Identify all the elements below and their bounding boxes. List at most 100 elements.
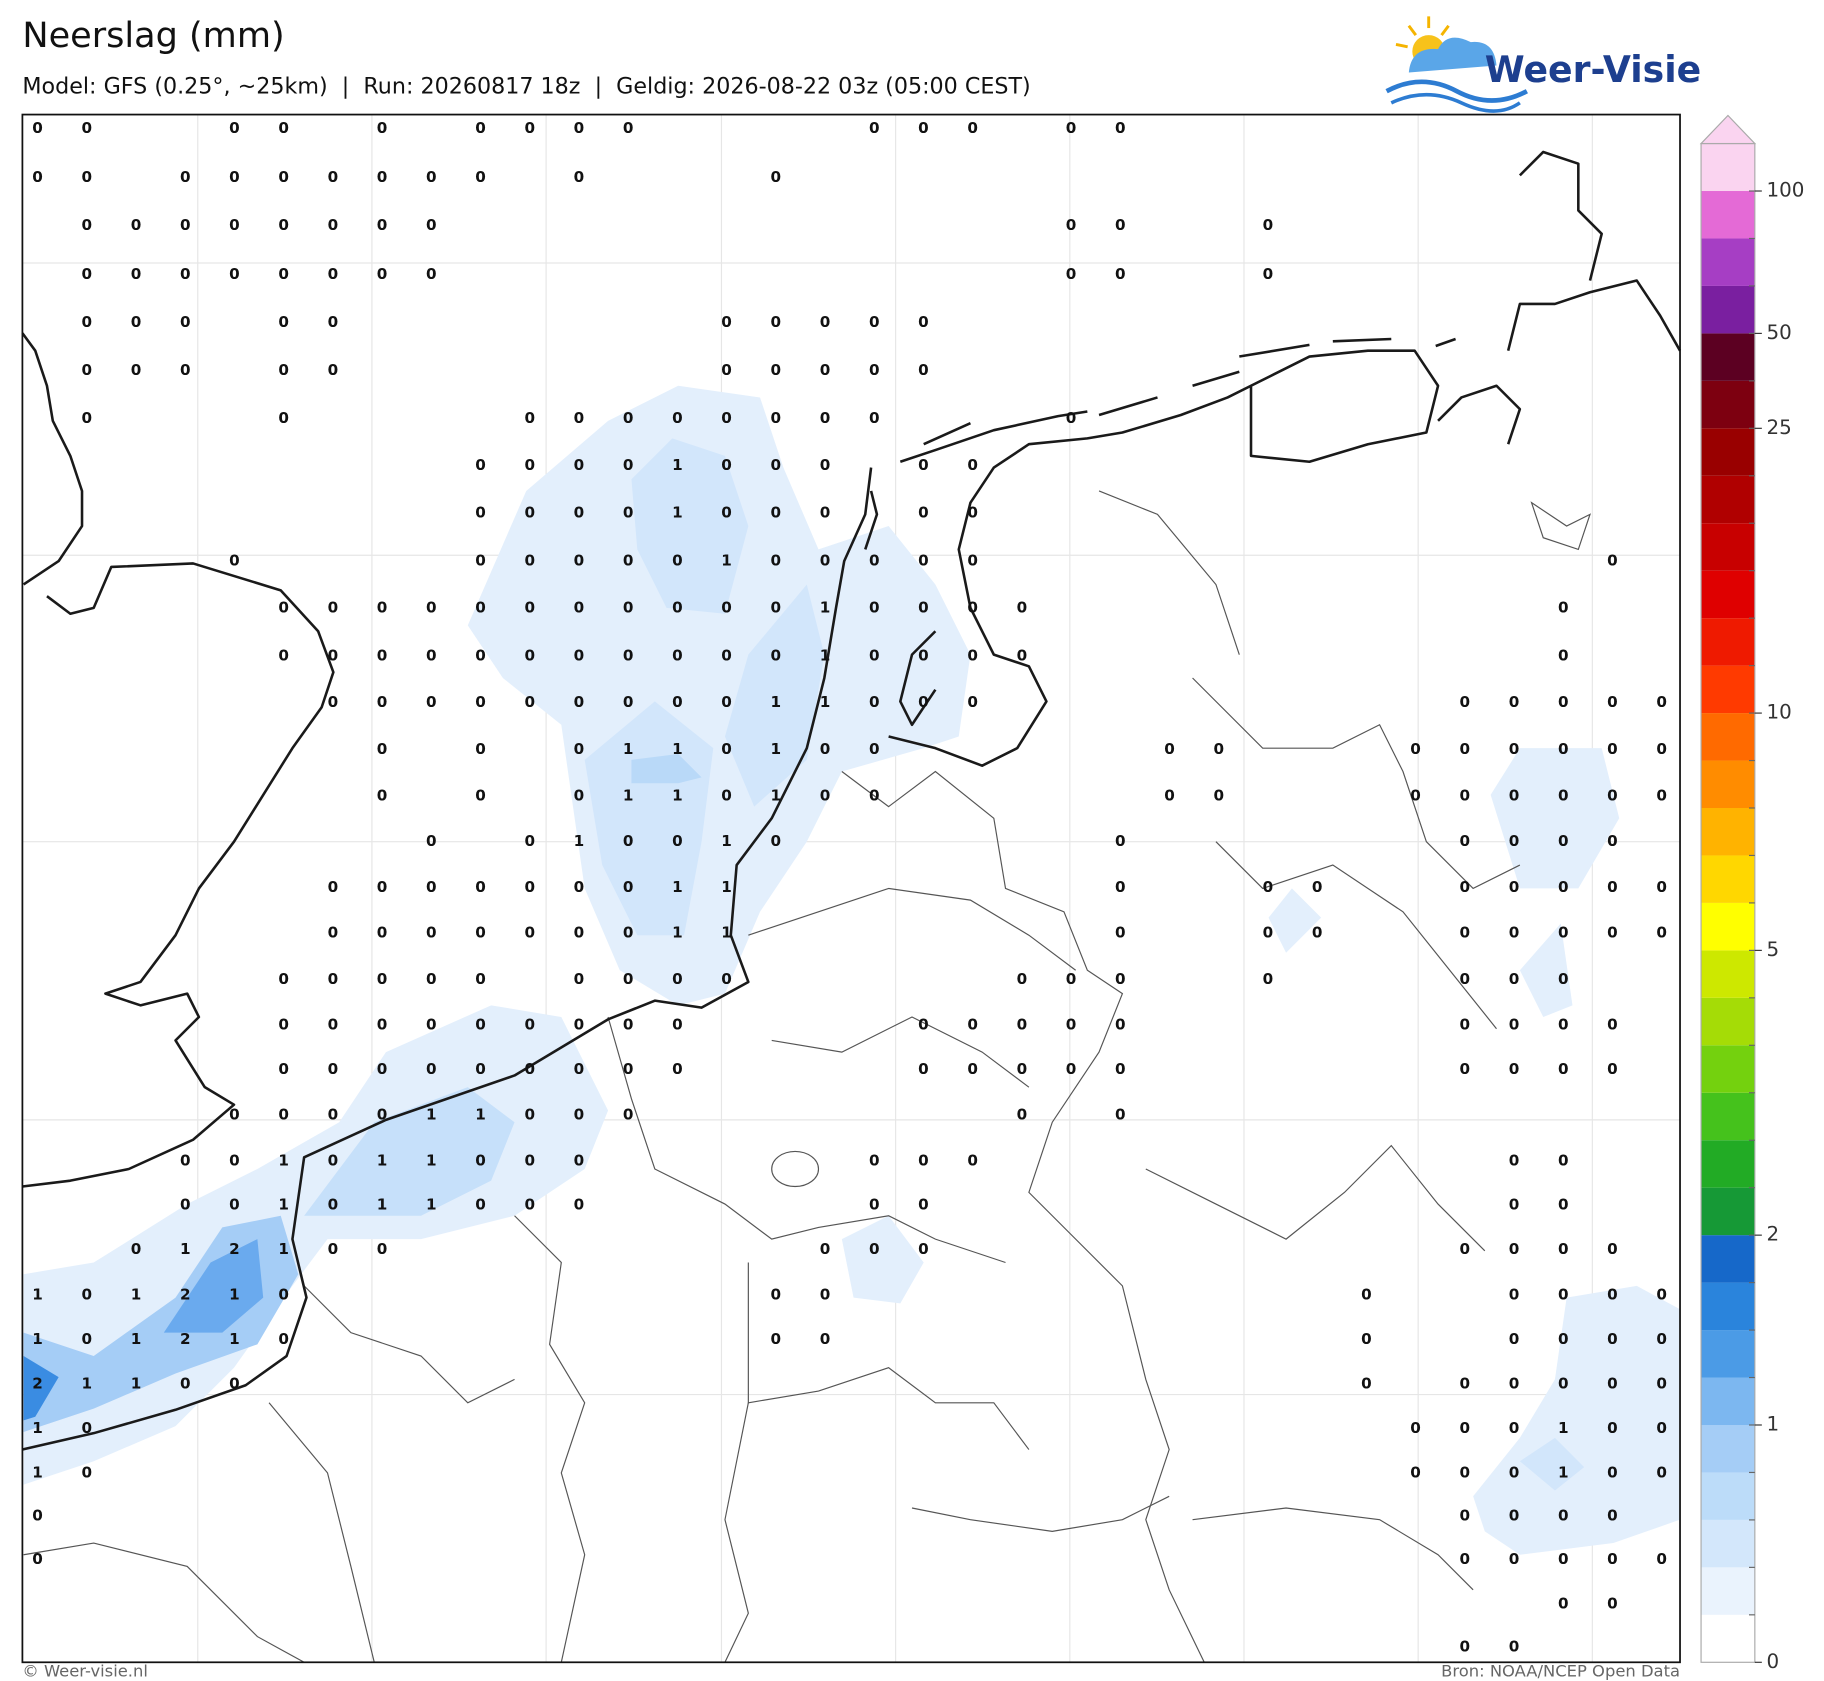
grid-value: 1 [672,878,683,896]
grid-value: 0 [1164,740,1175,758]
grid-value: 0 [1460,1016,1471,1034]
grid-value: 0 [426,923,437,941]
grid-value: 0 [918,1016,929,1034]
colorbar-bin [1701,1235,1755,1283]
grid-value: 0 [32,119,43,137]
grid-value: 0 [1607,1594,1618,1612]
grid-value: 0 [377,1016,388,1034]
grid-value: 0 [32,1550,43,1568]
grid-value: 0 [623,552,634,570]
grid-value: 0 [918,504,929,522]
grid-value: 0 [1115,119,1126,137]
grid-value: 0 [1460,693,1471,711]
grid-value: 0 [1558,1151,1569,1169]
colorbar-bin [1701,1187,1755,1236]
grid-value: 0 [967,504,978,522]
grid-value: 0 [967,1151,978,1169]
grid-value: 0 [131,361,142,379]
grid-value: 0 [1607,1060,1618,1078]
grid-value: 0 [1410,787,1421,805]
grid-value: 0 [475,598,486,616]
grid-value: 0 [1164,787,1175,805]
grid-value: 0 [426,646,437,664]
grid-value: 0 [229,1151,240,1169]
grid-value: 0 [1312,878,1323,896]
grid-value: 0 [1460,1375,1471,1393]
grid-value: 0 [574,740,585,758]
grid-value: 0 [1017,598,1028,616]
grid-value: 0 [328,1060,339,1078]
grid-value: 0 [1607,1240,1618,1258]
colorbar-bin [1701,191,1755,239]
grid-value: 2 [229,1240,240,1258]
grid-value: 0 [574,409,585,427]
grid-value: 0 [771,456,782,474]
grid-value: 0 [524,504,535,522]
grid-value: 1 [82,1375,93,1393]
grid-value: 0 [672,970,683,988]
grid-value: 0 [820,361,831,379]
grid-value: 0 [967,646,978,664]
colorbar-bin [1701,1282,1755,1331]
grid-value: 0 [918,693,929,711]
colorbar-bin [1701,475,1755,524]
grid-value: 0 [1115,1060,1126,1078]
grid-value: 0 [426,970,437,988]
grid-value: 0 [1558,1594,1569,1612]
grid-value: 0 [1558,1196,1569,1214]
grid-value: 0 [967,1060,978,1078]
grid-value: 0 [1017,646,1028,664]
grid-value: 0 [377,693,388,711]
grid-value: 0 [1066,119,1077,137]
colorbar-tick-label: 25 [1767,416,1792,439]
grid-value: 0 [1509,693,1520,711]
grid-value: 1 [278,1240,289,1258]
grid-value: 0 [1607,1016,1618,1034]
grid-value: 0 [1460,740,1471,758]
grid-value: 0 [721,361,732,379]
grid-value: 0 [869,1196,880,1214]
grid-value: 0 [32,168,43,186]
borders [23,490,1592,1663]
grid-value: 0 [377,787,388,805]
grid-value: 1 [377,1196,388,1214]
grid-value: 0 [1017,1106,1028,1124]
grid-value: 0 [1115,216,1126,234]
grid-value: 0 [229,216,240,234]
grid-value: 0 [1558,646,1569,664]
grid-value: 0 [1607,552,1618,570]
grid-value: 1 [771,693,782,711]
grid-value: 0 [1558,1507,1569,1525]
grid-value: 0 [1509,740,1520,758]
grid-value: 2 [180,1286,191,1304]
grid-value: 0 [82,313,93,331]
grid-value: 0 [1460,1240,1471,1258]
grid-value: 0 [278,1286,289,1304]
grid-value: 0 [524,456,535,474]
grid-value: 0 [180,168,191,186]
grid-value: 0 [82,168,93,186]
grid-value: 0 [1460,970,1471,988]
grid-value: 0 [1558,1240,1569,1258]
grid-value: 0 [1066,265,1077,283]
grid-value: 0 [278,598,289,616]
grid-value: 1 [672,456,683,474]
grid-value: 0 [278,265,289,283]
grid-value: 0 [721,504,732,522]
grid-value: 0 [869,313,880,331]
grid-value: 0 [672,646,683,664]
grid-value: 0 [377,646,388,664]
colorbar-bin [1701,1140,1755,1188]
grid-value: 0 [967,598,978,616]
grid-value: 0 [869,646,880,664]
map-subtitle: Model: GFS (0.25°, ~25km) | Run: 2026081… [22,74,1030,100]
colorbar-bin [1701,428,1755,476]
grid-value: 0 [328,265,339,283]
grid-value: 0 [869,119,880,137]
grid-value: 0 [574,1060,585,1078]
grid-value: 0 [180,361,191,379]
grid-value: 0 [623,970,634,988]
grid-value: 0 [771,646,782,664]
grid-value: 0 [1115,1016,1126,1034]
